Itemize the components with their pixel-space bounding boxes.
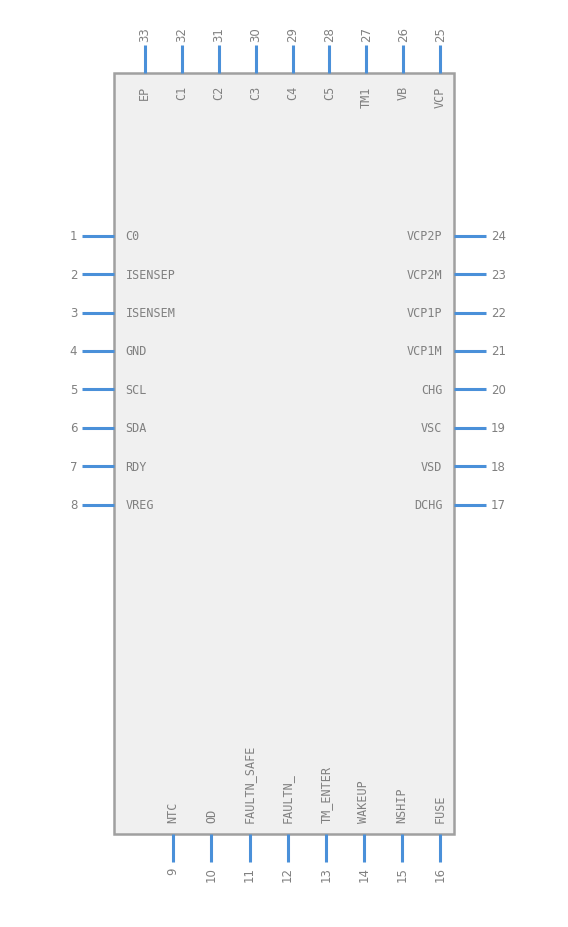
- Text: RDY: RDY: [126, 461, 147, 474]
- Text: VCP2P: VCP2P: [407, 230, 442, 243]
- Text: TM_ENTER: TM_ENTER: [319, 766, 332, 822]
- Text: 23: 23: [491, 268, 506, 281]
- Text: ISENSEM: ISENSEM: [126, 307, 176, 320]
- Text: 31: 31: [212, 28, 225, 43]
- Text: 21: 21: [491, 345, 506, 358]
- Text: 6: 6: [70, 422, 77, 435]
- Text: ISENSEP: ISENSEP: [126, 268, 176, 281]
- Text: SCL: SCL: [126, 384, 147, 397]
- Text: FUSE: FUSE: [434, 794, 446, 822]
- Text: 27: 27: [360, 28, 373, 43]
- Text: VB: VB: [397, 86, 410, 100]
- Text: 17: 17: [491, 499, 506, 512]
- Text: 18: 18: [491, 461, 506, 474]
- Text: C1: C1: [176, 86, 188, 100]
- Text: 29: 29: [286, 28, 299, 43]
- Text: 14: 14: [357, 866, 370, 881]
- Text: VCP1P: VCP1P: [407, 307, 442, 320]
- Text: VCP: VCP: [434, 86, 446, 108]
- Text: OD: OD: [205, 808, 218, 822]
- Text: VSC: VSC: [421, 422, 442, 435]
- Text: 16: 16: [434, 866, 446, 881]
- Text: VCP1M: VCP1M: [407, 345, 442, 358]
- Text: 5: 5: [70, 384, 77, 397]
- Text: NSHIP: NSHIP: [395, 787, 408, 822]
- Text: 20: 20: [491, 384, 506, 397]
- Text: 15: 15: [395, 866, 408, 881]
- Text: 1: 1: [70, 230, 77, 243]
- Text: WAKEUP: WAKEUP: [357, 780, 370, 822]
- Text: 11: 11: [243, 866, 256, 881]
- Text: TM1: TM1: [360, 86, 373, 108]
- Text: 26: 26: [397, 28, 410, 43]
- Text: 10: 10: [205, 866, 218, 881]
- Text: 12: 12: [281, 866, 294, 881]
- Text: 13: 13: [319, 866, 332, 881]
- Text: 28: 28: [323, 28, 336, 43]
- Text: VCP2M: VCP2M: [407, 268, 442, 281]
- Text: 4: 4: [70, 345, 77, 358]
- Text: DCHG: DCHG: [414, 499, 442, 512]
- Text: GND: GND: [126, 345, 147, 358]
- Text: C5: C5: [323, 86, 336, 100]
- Text: C4: C4: [286, 86, 299, 100]
- Text: VREG: VREG: [126, 499, 154, 512]
- Text: NTC: NTC: [167, 801, 179, 822]
- Text: 9: 9: [167, 866, 179, 873]
- Text: 22: 22: [491, 307, 506, 320]
- Text: C2: C2: [212, 86, 225, 100]
- Text: 33: 33: [139, 28, 151, 43]
- Text: 19: 19: [491, 422, 506, 435]
- Text: 25: 25: [434, 28, 446, 43]
- Text: C0: C0: [126, 230, 140, 243]
- Bar: [114, 74, 454, 834]
- Text: 32: 32: [176, 28, 188, 43]
- Text: FAULTN_SAFE: FAULTN_SAFE: [243, 744, 256, 822]
- Text: EP: EP: [139, 86, 151, 100]
- Text: SDA: SDA: [126, 422, 147, 435]
- Text: 2: 2: [70, 268, 77, 281]
- Text: 7: 7: [70, 461, 77, 474]
- Text: FAULTN_: FAULTN_: [281, 772, 294, 822]
- Text: C3: C3: [249, 86, 262, 100]
- Text: CHG: CHG: [421, 384, 442, 397]
- Text: VSD: VSD: [421, 461, 442, 474]
- Text: 30: 30: [249, 28, 262, 43]
- Text: 8: 8: [70, 499, 77, 512]
- Text: 24: 24: [491, 230, 506, 243]
- Text: 3: 3: [70, 307, 77, 320]
